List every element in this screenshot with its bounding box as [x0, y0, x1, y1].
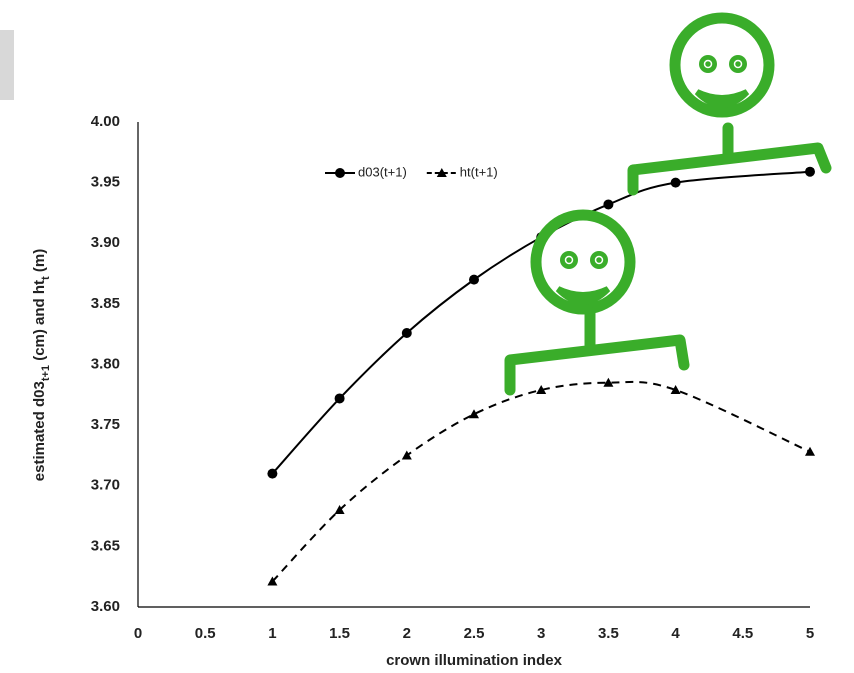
point — [671, 178, 681, 188]
y-axis-label-part: estimated d03 — [31, 381, 48, 481]
x-tick-label: 5 — [806, 625, 814, 642]
legend-label: d03(t+1) — [358, 164, 407, 179]
point — [267, 469, 277, 479]
y-tick-label: 3.85 — [91, 295, 120, 312]
series-line — [272, 382, 810, 582]
x-tick-label: 2 — [403, 625, 411, 642]
legend-marker — [335, 168, 345, 178]
y-axis-label: estimated d03t+1 (cm) and htt (m) — [31, 249, 52, 481]
y-tick-label: 3.60 — [91, 598, 120, 615]
point — [335, 393, 345, 403]
y-axis-label-part: (m) — [31, 249, 48, 277]
chart: crown illumination index estimated d03t+… — [0, 0, 854, 673]
y-axis-label-part: t+1 — [40, 365, 52, 381]
point — [469, 275, 479, 285]
series-line — [272, 172, 810, 474]
point — [805, 167, 815, 177]
y-axis-label-part: (cm) and ht — [31, 280, 48, 365]
x-tick-label: 4 — [671, 625, 680, 642]
x-tick-label: 1 — [268, 625, 276, 642]
point — [469, 409, 479, 418]
x-tick-label: 2.5 — [464, 625, 485, 642]
y-tick-label: 4.00 — [91, 113, 120, 130]
x-tick-label: 3 — [537, 625, 545, 642]
edge-decoration — [0, 30, 14, 100]
smiley-bracket — [510, 340, 684, 390]
smiley-annotations — [510, 18, 826, 390]
x-tick-label: 0.5 — [195, 625, 216, 642]
x-tick-label: 4.5 — [732, 625, 753, 642]
y-tick-label: 3.75 — [91, 416, 120, 433]
x-tick-label: 0 — [134, 625, 142, 642]
y-tick-label: 3.80 — [91, 355, 120, 372]
y-tick-label: 3.70 — [91, 477, 120, 494]
point — [805, 447, 815, 456]
x-tick-label: 3.5 — [598, 625, 619, 642]
y-tick-label: 3.90 — [91, 234, 120, 251]
smiley-bracket — [633, 148, 826, 190]
legend-label: ht(t+1) — [460, 164, 498, 179]
y-tick-label: 3.65 — [91, 537, 120, 554]
y-tick-label: 3.95 — [91, 174, 120, 191]
point — [603, 199, 613, 209]
point — [402, 328, 412, 338]
x-tick-label: 1.5 — [329, 625, 350, 642]
x-axis-label: crown illumination index — [386, 652, 563, 669]
